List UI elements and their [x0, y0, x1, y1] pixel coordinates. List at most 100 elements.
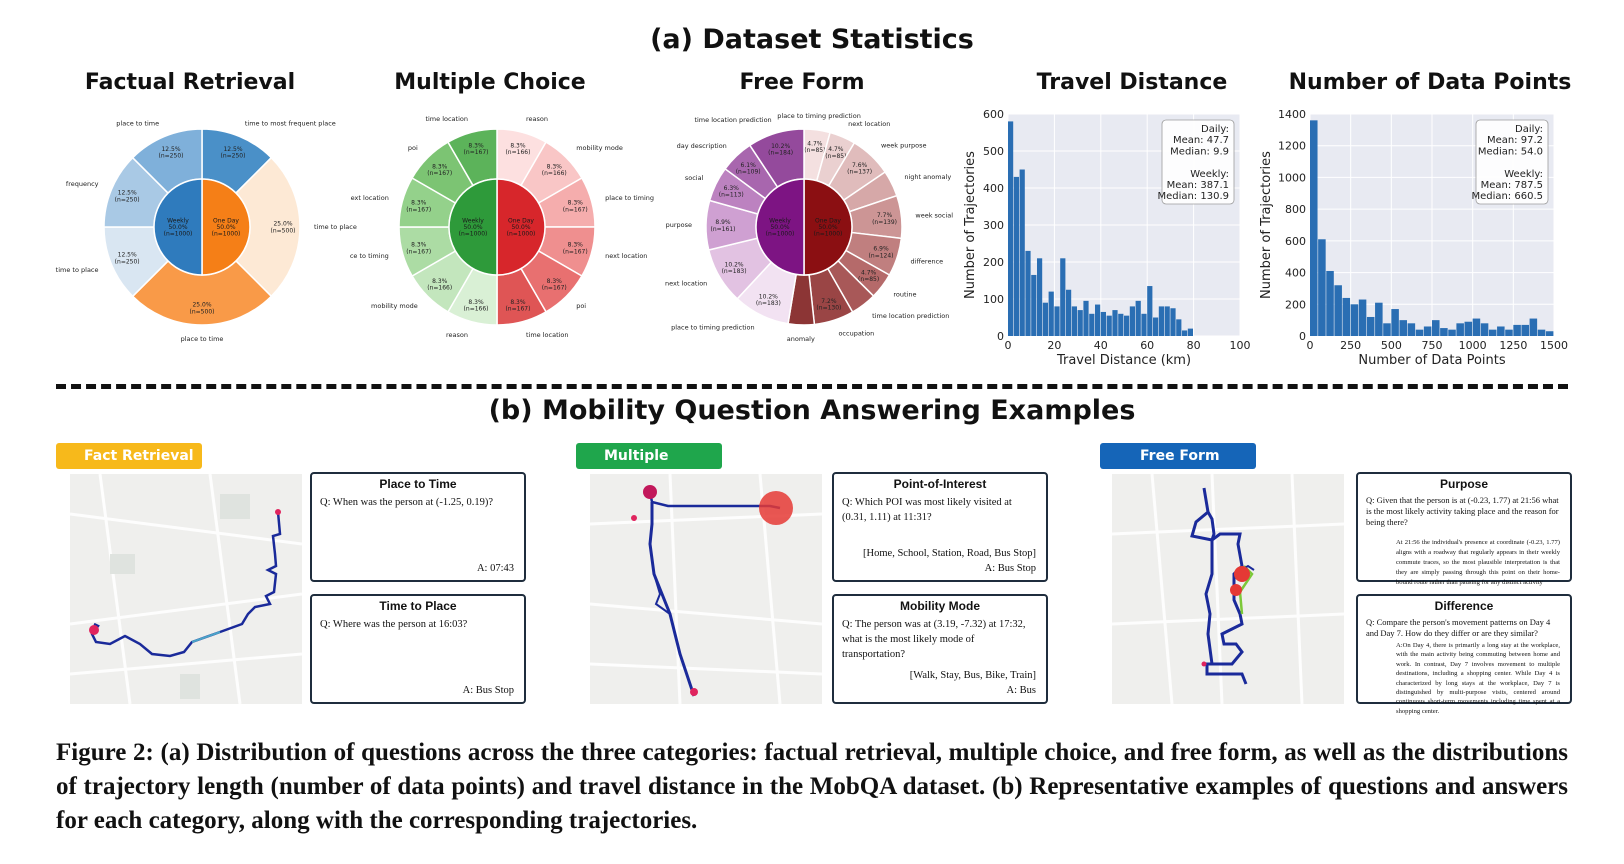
section-divider — [56, 384, 1568, 389]
trajectory-map-mc — [590, 474, 822, 704]
histogram-bar — [1383, 323, 1391, 336]
pie-slice-label: 8.3% (n=166) — [505, 142, 530, 156]
histogram-bar — [1432, 320, 1440, 336]
qa-title: Point-of-Interest — [893, 477, 987, 491]
pie-slice-label: 10.2% (n=183) — [722, 262, 747, 276]
pie-category-label: place to timing prediction — [671, 324, 755, 332]
pie-category-label: ext location — [351, 194, 389, 202]
qa-question: Q: Given that the person is at (-0.23, 1… — [1366, 495, 1559, 527]
histogram-bar — [1037, 258, 1043, 336]
points-histogram: 0 200 400 600 800 1000 1200 1400 0 250 500 750 1000 1… — [1260, 108, 1568, 368]
histogram-bar — [1141, 313, 1147, 336]
histogram-bar — [1488, 329, 1497, 336]
x-tick-label: 750 — [1422, 339, 1443, 352]
pie-category-label: time to place — [314, 223, 357, 231]
histogram-bar — [1415, 329, 1424, 336]
legend-line: Daily: — [1201, 124, 1229, 135]
pie-category-label: place to time — [181, 335, 224, 343]
pie-category-label: night anomaly — [904, 173, 951, 181]
qa-card-mobility-mode: Mobility Mode Q: The person was at (3.19… — [832, 594, 1048, 704]
histogram-bar — [1342, 297, 1351, 336]
pie-slice-label: 4.7% (n=85) — [804, 140, 825, 154]
pie-category-label: social — [685, 174, 704, 182]
qa-answer: At 21:56 the individual's presence at co… — [1396, 539, 1560, 586]
histogram-bar — [1529, 318, 1538, 336]
pie-slice-label: 6.9% (n=124) — [869, 246, 894, 260]
legend-line: Median: 54.0 — [1478, 146, 1543, 157]
pie-slice-label: 25.0% (n=500) — [271, 221, 296, 235]
y-tick-label: 1000 — [1278, 171, 1306, 184]
legend-box — [1161, 119, 1235, 205]
histogram-bar — [1083, 300, 1089, 336]
figure-caption: Figure 2: (a) Distribution of questions … — [56, 739, 1568, 834]
histogram-bar — [1391, 309, 1399, 336]
histogram-bar — [1187, 328, 1193, 336]
y-tick-label: 800 — [1285, 203, 1306, 216]
x-tick-label: 1500 — [1540, 339, 1568, 352]
histogram-bar — [1077, 310, 1083, 336]
pie-slice-label: 8.3% (n=167) — [563, 200, 588, 214]
pie-category-label: occupation — [838, 330, 874, 338]
y-tick-label: 0 — [997, 330, 1004, 343]
pie-slice-label: 8.3% (n=167) — [406, 242, 431, 256]
qa-answer: A:On Day 4, there is primarily a long st… — [1396, 642, 1560, 715]
x-tick-label: 40 — [1094, 339, 1108, 352]
histogram-bar — [1118, 313, 1124, 336]
pie-inner-label: Weekly 50.0% (n=1000) — [164, 217, 193, 237]
qa-title: Difference — [1434, 599, 1494, 613]
qa-card-difference: Difference Q: Compare the person's movem… — [1356, 594, 1572, 715]
pie-inner-label: Weekly 50.0% (n=1000) — [766, 217, 795, 237]
pie-inner-slice — [153, 178, 203, 276]
histogram-bar — [1170, 308, 1176, 336]
free-pie: 4.7% (n=85) place to timing prediction 4.7%… — [665, 112, 953, 343]
histogram-bar — [1060, 258, 1066, 336]
pie-slice-label: 8.3% (n=167) — [563, 242, 588, 256]
x-tick-label: 20 — [1047, 339, 1061, 352]
x-tick-label: 500 — [1381, 339, 1402, 352]
pie-category-label: place to timing prediction — [777, 112, 861, 120]
pie-category-label: time to most frequent place — [245, 120, 336, 128]
pie-slice-label: 12.5% (n=250) — [115, 190, 140, 204]
legend-line: Mean: 787.5 — [1481, 180, 1543, 191]
pie-inner-label: One Day 50.0% (n=1000) — [212, 217, 241, 237]
x-tick-label: 60 — [1140, 339, 1154, 352]
pie-category-label: place to timing — [605, 194, 654, 202]
pie-slice-label: 10.2% (n=184) — [768, 143, 793, 157]
histogram-bar — [1537, 329, 1546, 336]
histogram-bar — [1147, 286, 1153, 336]
legend-line: Weekly: — [1504, 169, 1543, 180]
multiple-choice-badge: Multiple Choice — [576, 443, 722, 490]
histogram-bar — [1440, 328, 1448, 336]
pie-category-label: ce to timing — [350, 252, 389, 260]
pie-category-label: difference — [911, 258, 944, 266]
legend-line: Median: 660.5 — [1471, 191, 1543, 202]
pie-slice-label: 8.3% (n=166) — [542, 163, 567, 177]
qa-question: Q: The person was at (3.19, -7.32) at 17… — [842, 619, 1026, 660]
histogram-bar — [1176, 319, 1182, 336]
x-tick-label: 80 — [1187, 339, 1201, 352]
pie-inner-label: Weekly 50.0% (n=1000) — [459, 217, 488, 237]
x-axis-label: Travel Distance (km) — [1056, 353, 1191, 368]
pie-category-label: time to place — [56, 266, 99, 274]
distance-histogram: 0 100 200 300 400 500 600 0 20 40 60 80 100 Travel Di… — [963, 108, 1251, 368]
y-axis-label: Number of Trajectories — [1260, 151, 1274, 299]
y-tick-label: 100 — [983, 293, 1004, 306]
pie-slice-label: 7.7% (n=139) — [872, 212, 897, 226]
pie-slice-label: 6.1% (n=109) — [736, 162, 761, 176]
trajectory-map-ff — [1112, 474, 1344, 704]
pie-inner-label: One Day 50.0% (n=1000) — [814, 217, 843, 237]
histogram-bar — [1545, 331, 1554, 336]
pie-category-label: purpose — [666, 221, 692, 229]
histogram-bar — [1071, 306, 1077, 336]
histogram-bar — [1112, 310, 1118, 336]
histogram-bar — [1129, 306, 1135, 336]
histogram-bar — [1153, 317, 1159, 336]
pie-category-label: next location — [665, 280, 707, 288]
y-tick-label: 200 — [1285, 298, 1306, 311]
histogram-bar — [1326, 270, 1334, 336]
pie-category-label: poi — [408, 144, 418, 152]
pie-inner-label: One Day 50.0% (n=1000) — [507, 217, 536, 237]
histogram-bar — [1497, 326, 1505, 336]
histogram-bar — [1019, 169, 1025, 336]
qa-card-time-to-place: Time to Place Q: Where was the person at… — [310, 594, 526, 704]
